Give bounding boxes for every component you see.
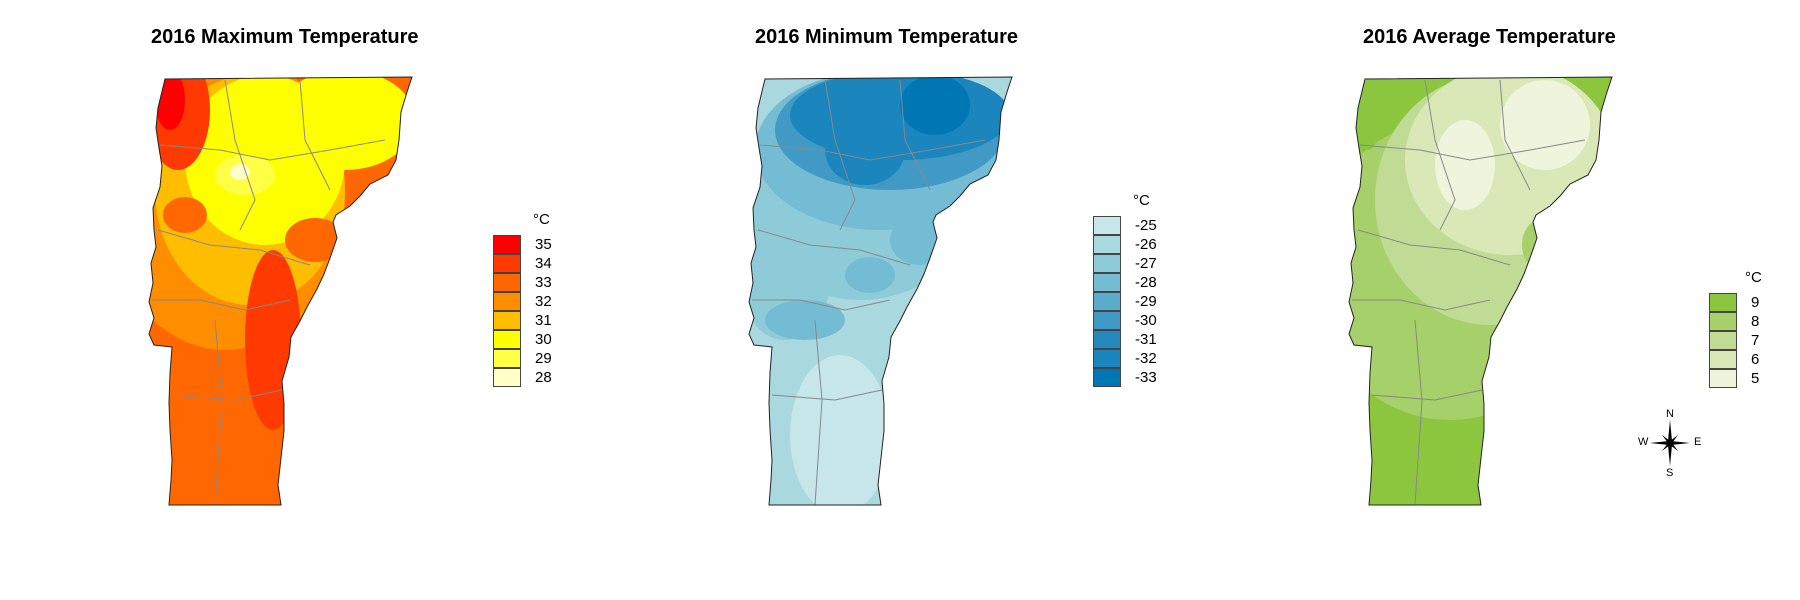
- legend-label: 6: [1751, 351, 1760, 368]
- legend-swatch: [493, 273, 521, 292]
- legend-swatch: [1093, 254, 1121, 273]
- vermont-map-min: [748, 76, 1013, 506]
- map-title-min: 2016 Minimum Temperature: [755, 26, 1019, 48]
- legend-swatch: [1093, 292, 1121, 311]
- map-title-max: 2016 Maximum Temperature: [151, 26, 419, 48]
- legend-unit-avg: °C: [1745, 269, 1762, 286]
- legend-swatch: [1093, 330, 1121, 349]
- legend-label: 31: [535, 312, 552, 329]
- legend-label: -27: [1135, 255, 1157, 272]
- legend-swatch: [1709, 331, 1737, 350]
- legend-label: 32: [535, 293, 552, 310]
- legend-label: -29: [1135, 293, 1157, 310]
- legend-label: 28: [535, 369, 552, 386]
- legend-swatch: [1093, 311, 1121, 330]
- compass-rose: N S W E: [1638, 408, 1702, 479]
- legend-label: -30: [1135, 312, 1157, 329]
- legend-swatch: [493, 254, 521, 273]
- legend-label: 29: [535, 350, 552, 367]
- legend-label: -28: [1135, 274, 1157, 291]
- compass-e-label: E: [1694, 436, 1702, 448]
- legend-swatch: [493, 330, 521, 349]
- legend-label: 30: [535, 331, 552, 348]
- legend-swatch: [493, 349, 521, 368]
- vermont-map-avg: [1348, 76, 1613, 506]
- legend-swatch: [1709, 293, 1737, 312]
- legend-swatch: [1709, 369, 1737, 388]
- legend-label: -32: [1135, 350, 1157, 367]
- legend-swatch: [493, 292, 521, 311]
- legend-swatch: [1093, 216, 1121, 235]
- vermont-map-max: [148, 76, 413, 506]
- legend-swatch: [493, 311, 521, 330]
- legend-label: 33: [535, 274, 552, 291]
- compass-w-label: W: [1638, 436, 1649, 448]
- legend-swatch: [1709, 350, 1737, 369]
- panel-max-temperature: 2016 Maximum Temperature: [0, 0, 600, 600]
- legend-label: 35: [535, 236, 552, 253]
- legend-swatch: [493, 235, 521, 254]
- legend-unit-min: °C: [1133, 192, 1150, 209]
- map-title-avg: 2016 Average Temperature: [1363, 26, 1616, 48]
- legend-label: 8: [1751, 313, 1760, 330]
- legend-swatch: [1709, 312, 1737, 331]
- compass-n-label: N: [1666, 408, 1674, 420]
- legend-swatch: [1093, 273, 1121, 292]
- legend-unit-max: °C: [533, 211, 550, 228]
- legend-swatch: [1093, 368, 1121, 387]
- legend-label: -26: [1135, 236, 1157, 253]
- legend-swatch: [1093, 349, 1121, 368]
- legend-label: -31: [1135, 331, 1157, 348]
- legend-label: 9: [1751, 294, 1760, 311]
- legend-label: 7: [1751, 332, 1760, 349]
- legend-label: 34: [535, 255, 552, 272]
- legend-label: -25: [1135, 217, 1157, 234]
- compass-star-icon: [1650, 420, 1690, 466]
- legend-label: 5: [1751, 370, 1760, 387]
- legend-swatch: [1093, 235, 1121, 254]
- legend-label: -33: [1135, 369, 1157, 386]
- panel-avg-temperature: 2016 Average Temperature °C 9 8 7 6 5: [1200, 0, 1800, 600]
- compass-s-label: S: [1666, 467, 1674, 479]
- legend-swatch: [493, 368, 521, 387]
- panel-min-temperature: 2016 Minimum Temperature: [600, 0, 1200, 600]
